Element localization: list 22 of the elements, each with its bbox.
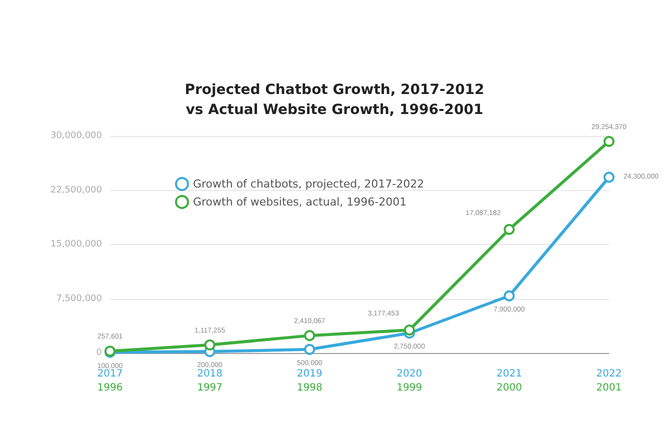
y-tick-label: 0 [96,348,102,358]
point [604,172,614,183]
legend-label: Growth of chatbots, projected, 2017-2022 [193,178,424,190]
x-tick-label: 2021 2000 [496,368,522,394]
point [404,324,415,336]
x-tick-label: 2018 1997 [197,368,223,394]
point [504,290,515,302]
legend-label: Growth of websites, actual, 1996-2001 [193,196,407,208]
x-tick-label: 2022 2001 [596,368,622,394]
point [204,339,216,350]
y-tick-label: 15,000,000 [50,240,102,250]
y-tick-label: 22,500,000 [50,185,102,196]
y-tick-label: 30,000,000 [50,131,102,141]
chart-title: Projected Chatbot Growth, 2017-2012 vs Actual Website Growth, 1996-2001 [184,82,484,118]
y-tick-label: 7,500,000 [56,294,102,304]
point [304,330,316,342]
point [304,344,316,355]
x-tick-label: 2019 1998 [296,368,322,394]
point [604,136,614,147]
x-tick-label: 2020 1999 [396,368,422,394]
point [504,224,515,235]
x-tick-label: 2017 1996 [97,368,123,394]
